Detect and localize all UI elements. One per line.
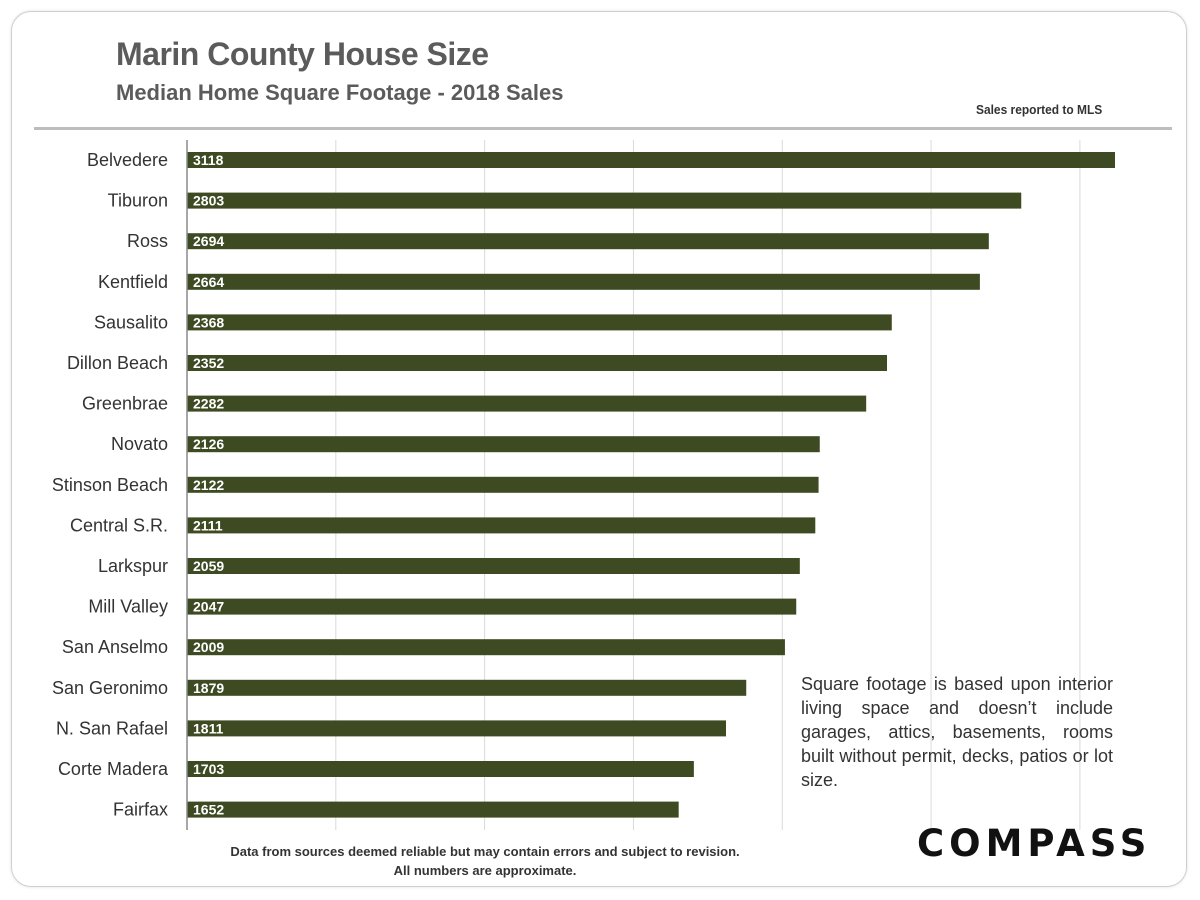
value-label: 2111 (193, 517, 223, 533)
category-label: N. San Rafael (56, 718, 168, 738)
bar (187, 476, 819, 493)
chart-subtitle: Median Home Square Footage - 2018 Sales (116, 80, 564, 105)
bar (187, 598, 797, 615)
value-label: 1703 (193, 761, 224, 777)
bar (187, 355, 888, 371)
bar (187, 233, 989, 250)
bar (187, 152, 1115, 168)
value-label: 2009 (193, 639, 224, 655)
footer-line-1: Data from sources deemed reliable but ma… (230, 844, 740, 859)
footer-disclaimer: Data from sources deemed reliable but ma… (180, 842, 790, 880)
value-label: 2282 (193, 396, 224, 412)
bar (187, 558, 800, 574)
bar (187, 273, 980, 290)
category-label: Tiburon (108, 191, 168, 211)
value-label: 2664 (193, 274, 224, 290)
bar (187, 679, 747, 696)
category-label: Central S.R. (70, 515, 168, 535)
value-label: 1652 (193, 802, 224, 818)
value-label: 2352 (193, 355, 224, 371)
value-label: 1811 (193, 720, 224, 736)
value-label: 2803 (193, 193, 224, 209)
bar (187, 314, 892, 331)
bar (187, 395, 867, 412)
value-label: 1879 (193, 680, 224, 696)
bar (187, 639, 785, 656)
value-label: 3118 (193, 152, 224, 168)
bar (187, 720, 727, 737)
compass-logo: COMPASS (917, 822, 1152, 865)
bar (187, 801, 679, 818)
bar (187, 436, 820, 453)
bar (187, 761, 694, 777)
value-label: 2694 (193, 233, 224, 249)
value-label: 2368 (193, 314, 224, 330)
value-label: 2122 (193, 477, 224, 493)
category-label: San Geronimo (52, 678, 168, 698)
category-label: Ross (127, 231, 168, 251)
chart-card (11, 11, 1187, 887)
category-labels: Belvedere Tiburon Ross Kentfield Sausalito Di… (52, 150, 169, 820)
category-label: Stinson Beach (52, 475, 168, 495)
category-label: Novato (111, 434, 168, 454)
methodology-note: Square footage is based upon interior li… (801, 674, 1113, 790)
bar (187, 517, 816, 534)
bar (187, 192, 1022, 209)
category-label: Kentfield (98, 272, 168, 292)
category-label: Greenbrae (82, 394, 168, 414)
bars (187, 152, 1115, 818)
value-label: 2047 (193, 599, 224, 615)
chart-title: Marin County House Size (116, 36, 489, 72)
category-label: Larkspur (98, 556, 168, 576)
source-note: Sales reported to MLS (975, 102, 1102, 117)
value-label: 2059 (193, 558, 224, 574)
footer-line-2: All numbers are approximate. (393, 863, 577, 878)
value-labels: 3118 2803 2694 2664 2368 2352 2282 2126 2122 2111… (193, 152, 224, 818)
category-label: Mill Valley (88, 597, 168, 617)
category-label: Fairfax (113, 800, 168, 820)
header-divider (34, 127, 1172, 130)
category-label: San Anselmo (62, 637, 168, 657)
category-label: Dillon Beach (67, 353, 168, 373)
category-label: Sausalito (94, 312, 168, 332)
value-label: 2126 (193, 436, 224, 452)
category-label: Corte Madera (58, 759, 169, 779)
category-label: Belvedere (87, 150, 168, 170)
